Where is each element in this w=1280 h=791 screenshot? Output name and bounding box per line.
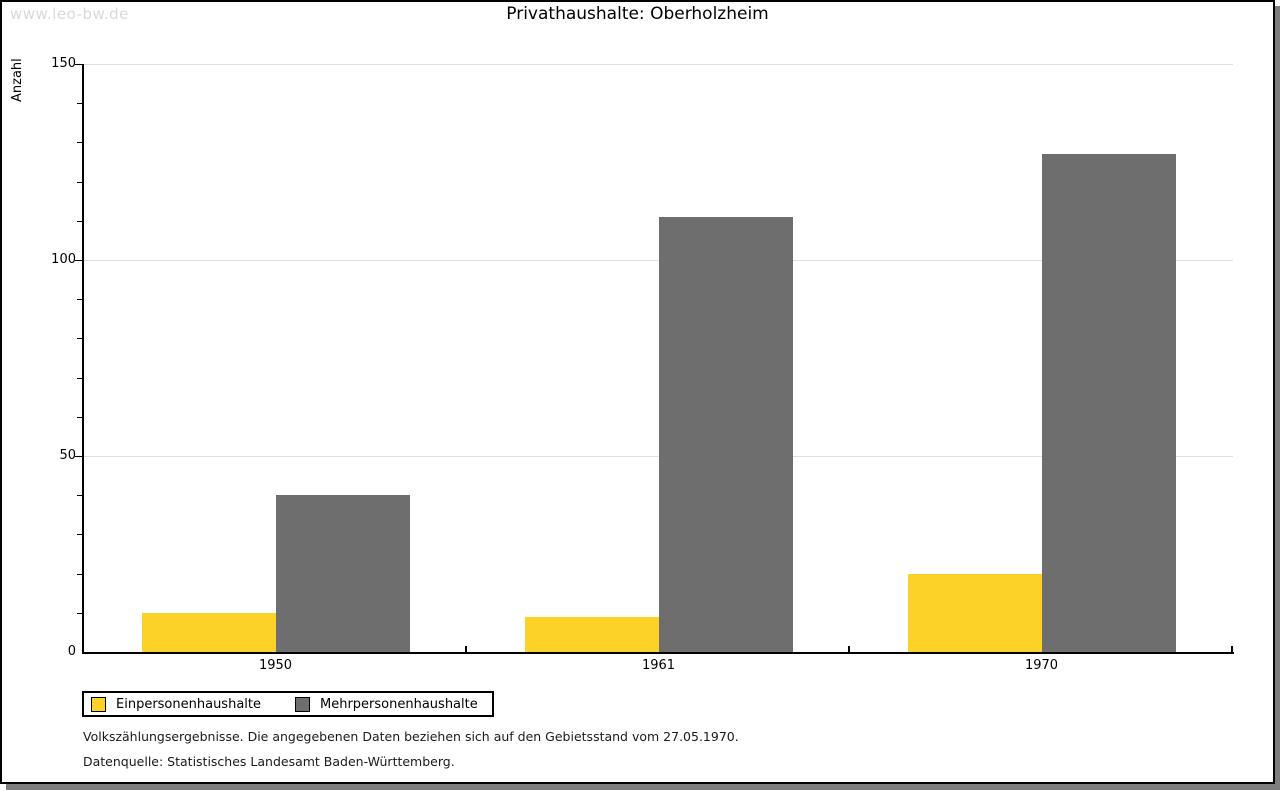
legend-label-mehrpersonenhaushalte: Mehrpersonenhaushalte [320,696,478,712]
footnote-data-source: Datenquelle: Statistisches Landesamt Bad… [83,754,455,769]
x-tick-label-1970: 1970 [1024,658,1059,673]
y-minor-tick-130 [77,142,82,144]
x-axis-line [82,652,1234,654]
legend-swatch-einpersonenhaushalte [91,696,106,712]
y-tick-label-100: 100 [51,252,76,267]
y-minor-tick-80 [77,338,82,340]
y-minor-tick-30 [77,534,82,536]
x-boundary-tick-1 [465,646,467,652]
y-minor-tick-60 [77,416,82,418]
watermark-text: www.leo-bw.de [10,5,129,23]
plot-area [84,64,1233,652]
legend-item-mehrpersonenhaushalte: Mehrpersonenhaushalte [295,696,478,712]
y-axis-line [82,64,84,654]
bar-einpersonenhaushalte-1961 [524,617,659,652]
x-tick-label-1961: 1961 [641,658,676,673]
x-tick-label-1950: 1950 [258,658,293,673]
chart-title: Privathaushalte: Oberholzheim [506,4,769,24]
y-minor-tick-20 [77,573,82,575]
y-tick-label-50: 50 [59,448,76,463]
y-major-tick-150 [75,64,82,65]
y-minor-tick-70 [77,377,82,379]
legend: Einpersonenhaushalte Mehrpersonenhaushalt… [82,691,494,717]
y-minor-tick-40 [77,495,82,497]
x-boundary-tick-3 [1231,646,1233,652]
gridline-150 [84,64,1233,65]
bar-einpersonenhaushalte-1950 [141,613,276,652]
legend-swatch-mehrpersonenhaushalte [295,696,310,712]
y-axis-label: Anzahl [10,58,25,102]
y-minor-tick-10 [77,612,82,614]
bar-mehrpersonenhaushalte-1950 [275,495,410,652]
y-minor-tick-110 [77,220,82,222]
y-major-tick-100 [75,260,82,261]
y-major-tick-50 [75,456,82,457]
y-tick-label-0: 0 [67,644,76,659]
y-minor-tick-120 [77,181,82,183]
y-minor-tick-90 [77,299,82,301]
x-boundary-tick-2 [848,646,850,652]
bar-mehrpersonenhaushalte-1970 [1041,154,1176,652]
bar-mehrpersonenhaushalte-1961 [658,217,793,652]
y-minor-tick-140 [77,103,82,105]
footnote-census-note: Volkszählungsergebnisse. Die angegebenen… [83,729,739,744]
legend-item-einpersonenhaushalte: Einpersonenhaushalte [91,696,261,712]
y-tick-label-150: 150 [51,56,76,71]
bar-einpersonenhaushalte-1970 [907,574,1042,652]
legend-label-einpersonenhaushalte: Einpersonenhaushalte [116,696,261,712]
